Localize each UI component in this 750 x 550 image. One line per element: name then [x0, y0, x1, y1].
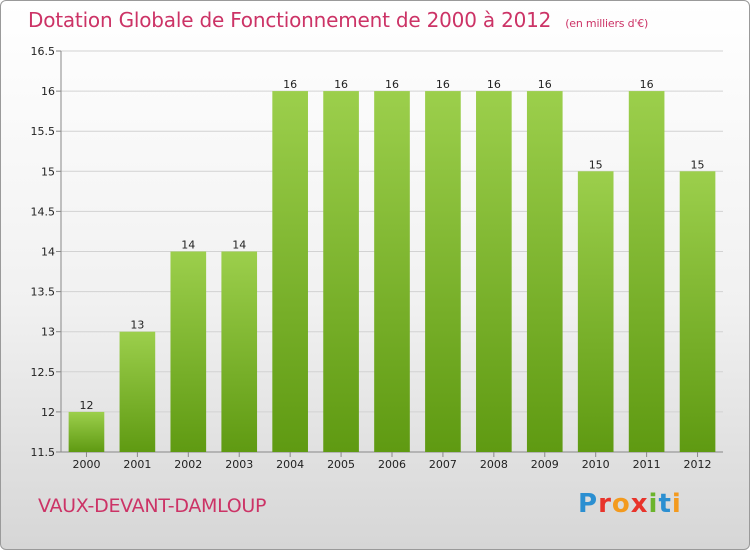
bar-2011 [628, 91, 665, 452]
y-tick-label: 12 [41, 406, 55, 419]
y-tick-label: 15.5 [31, 125, 56, 138]
chart-title: Dotation Globale de Fonctionnement de 20… [28, 8, 648, 32]
bar-value-label: 14 [181, 239, 195, 252]
y-tick-label: 12.5 [31, 366, 56, 379]
bar-2008 [476, 91, 512, 452]
x-tick-label: 2003 [225, 458, 253, 471]
bar-value-label: 16 [487, 78, 501, 91]
x-tick-label: 2002 [174, 458, 202, 471]
bar-value-label: 16 [385, 78, 399, 91]
x-tick-label: 2005 [327, 458, 355, 471]
bar-2006 [374, 91, 410, 452]
bar-2002 [170, 251, 207, 452]
bar-value-label: 13 [130, 319, 144, 332]
bar-2000 [68, 411, 105, 452]
bar-2001 [119, 331, 156, 452]
y-tick-label: 16 [41, 85, 55, 98]
x-tick-label: 2012 [684, 458, 712, 471]
bar-value-label: 16 [538, 78, 552, 91]
y-tick-label: 13.5 [31, 286, 56, 299]
commune-name: VAUX-DEVANT-DAMLOUP [38, 495, 267, 517]
bar-value-label: 14 [232, 239, 246, 252]
x-tick-label: 2010 [582, 458, 610, 471]
y-tick-label: 14.5 [31, 205, 56, 218]
bar-value-label: 16 [640, 78, 654, 91]
bar-2009 [526, 91, 563, 452]
x-tick-label: 2000 [72, 458, 100, 471]
bar-value-label: 12 [79, 399, 93, 412]
unit-note: (en milliers d'€) [565, 17, 649, 30]
bar-2004 [272, 91, 308, 452]
bar-value-label: 16 [334, 78, 348, 91]
y-tick-label: 16.5 [31, 45, 56, 58]
y-tick-label: 11.5 [31, 446, 56, 459]
bar-value-label: 15 [691, 158, 705, 171]
y-tick-label: 13 [41, 326, 55, 339]
x-tick-label: 2011 [633, 458, 661, 471]
x-tick-label: 2004 [276, 458, 304, 471]
bar-2005 [323, 91, 359, 452]
chart-title-text: Dotation Globale de Fonctionnement de 20… [28, 8, 552, 32]
x-tick-label: 2008 [480, 458, 508, 471]
bar-value-label: 15 [589, 158, 603, 171]
y-tick-label: 15 [41, 165, 55, 178]
x-tick-label: 2001 [123, 458, 151, 471]
bar-2007 [425, 91, 461, 452]
bar-value-label: 16 [436, 78, 450, 91]
bar-2003 [221, 251, 258, 452]
bar-2010 [577, 171, 614, 453]
x-tick-label: 2006 [378, 458, 406, 471]
labels: 11.5 12 12.5 13 13.5 14 14.5 15 15.5 16 16.5 12 2000… [31, 45, 712, 471]
bars [68, 91, 716, 453]
x-tick-label: 2009 [531, 458, 559, 471]
bar-2012 [679, 171, 716, 453]
proxiti-logo: Proxiti [578, 489, 682, 519]
bar-value-label: 16 [283, 78, 297, 91]
x-tick-label: 2007 [429, 458, 457, 471]
y-tick-label: 14 [41, 246, 55, 259]
